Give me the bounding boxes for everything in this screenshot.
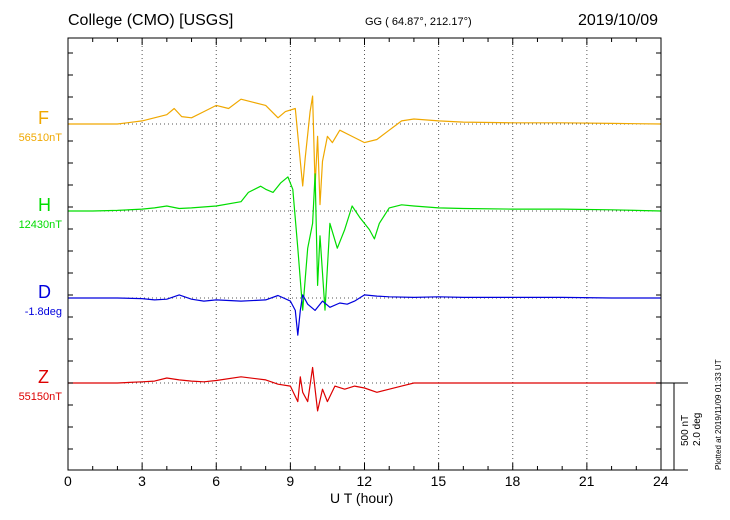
series-d-line — [68, 294, 661, 336]
channel-h-baseline-value: 12430nT — [18, 219, 62, 231]
x-tick-label: 0 — [64, 473, 72, 489]
x-tick-label: 9 — [286, 473, 295, 489]
x-tick-label: 15 — [430, 473, 447, 489]
x-tick-label: 24 — [653, 473, 669, 489]
x-tick-label: 6 — [212, 473, 221, 489]
x-tick-label: 21 — [578, 473, 595, 489]
scale-bar — [661, 382, 688, 471]
channel-h-label: H — [38, 195, 51, 215]
traces — [68, 95, 662, 412]
channel-f-baseline-value: 56510nT — [18, 132, 62, 144]
x-ticks — [67, 38, 662, 470]
grid — [141, 38, 588, 470]
station-coordinates: GG ( 64.87°, 212.17°) — [365, 16, 472, 28]
plot-date: 2019/10/09 — [578, 12, 659, 29]
series-z-line — [68, 366, 661, 412]
scale-deg-label: 2.0 deg — [692, 412, 703, 446]
x-tick-label: 3 — [138, 473, 146, 489]
station-title: College (CMO) [USGS] — [68, 12, 234, 29]
series-f-line — [68, 95, 662, 206]
x-tick-label: 12 — [356, 473, 373, 489]
channel-d-label: D — [38, 282, 51, 302]
plotted-at-note: Plotted at 2019/11/09 01:33 UT — [714, 359, 723, 470]
x-tick-label: 18 — [504, 473, 521, 489]
channel-d-baseline-value: -1.8deg — [24, 306, 62, 318]
channel-z-baseline-value: 55150nT — [18, 391, 62, 403]
series-h-line — [68, 173, 662, 311]
channel-z-label: Z — [38, 367, 49, 387]
channel-f-label: F — [38, 108, 49, 128]
baselines — [68, 123, 661, 384]
x-axis-label: U T (hour) — [330, 490, 394, 506]
scale-nt-label: 500 nT — [680, 414, 691, 446]
